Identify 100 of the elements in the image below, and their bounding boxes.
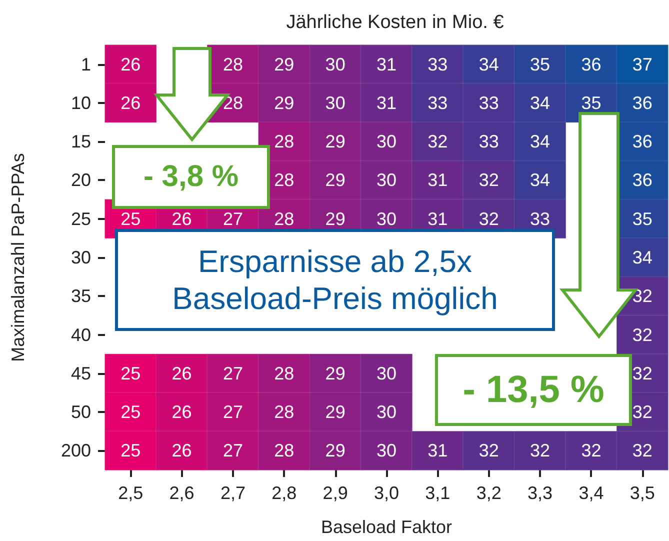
data-label: 27 xyxy=(222,402,243,422)
data-label: 28 xyxy=(274,402,294,422)
y-tick-label: 1 xyxy=(80,54,91,74)
data-label: 34 xyxy=(478,54,499,74)
data-label: 33 xyxy=(428,92,448,113)
data-label: 29 xyxy=(325,363,346,384)
data-label: 32 xyxy=(632,363,652,384)
data-label: 32 xyxy=(478,170,499,190)
data-label: 37 xyxy=(632,54,652,74)
data-label: 26 xyxy=(172,363,192,384)
data-label: 26 xyxy=(172,440,192,461)
data-label: 34 xyxy=(530,132,550,152)
y-tick-label: 10 xyxy=(70,92,91,113)
data-label: 28 xyxy=(222,54,243,74)
data-label: 25 xyxy=(120,440,141,461)
data-label: 27 xyxy=(222,208,243,229)
data-label: 26 xyxy=(120,92,141,113)
data-label: 30 xyxy=(376,440,397,461)
data-label: 29 xyxy=(325,132,346,152)
data-label: 31 xyxy=(428,440,448,461)
y-tick-label: 25 xyxy=(70,208,91,229)
data-label: 28 xyxy=(274,170,294,190)
data-label: 36 xyxy=(632,92,652,113)
x-tick-label: 3,1 xyxy=(425,483,450,503)
data-label: 35 xyxy=(632,208,652,229)
data-label: 32 xyxy=(581,440,602,461)
data-label: 29 xyxy=(274,92,294,113)
data-label: 30 xyxy=(376,402,397,422)
data-label: 36 xyxy=(581,54,602,74)
data-label: 26 xyxy=(172,402,192,422)
y-axis-title: Maximalanzahl PaP-PPAs xyxy=(8,153,28,362)
data-label: 28 xyxy=(274,440,294,461)
x-tick-label: 3,3 xyxy=(528,483,553,503)
data-label: 33 xyxy=(530,208,550,229)
data-label: 32 xyxy=(478,440,499,461)
annotation: - 13,5 % xyxy=(462,368,604,412)
data-label: 32 xyxy=(632,324,652,345)
data-label: 29 xyxy=(274,54,294,74)
x-tick-label: 3,2 xyxy=(476,483,502,503)
x-tick-label: 2,5 xyxy=(118,483,144,503)
data-label: 31 xyxy=(376,92,397,113)
x-tick-label: 2,7 xyxy=(220,483,246,503)
x-tick-label: 3,4 xyxy=(578,483,604,503)
y-tick-label: 45 xyxy=(70,363,91,384)
data-label: 26 xyxy=(120,54,141,74)
data-label: 29 xyxy=(325,170,346,190)
y-tick-label: 15 xyxy=(70,132,91,152)
data-label: 33 xyxy=(478,92,499,113)
data-label: 28 xyxy=(274,208,294,229)
data-label: 33 xyxy=(428,54,448,74)
data-label: 27 xyxy=(222,363,243,384)
data-label: 32 xyxy=(478,208,499,229)
text-box: - 3,8 % xyxy=(112,145,270,209)
data-label: 35 xyxy=(530,54,550,74)
data-label: 36 xyxy=(632,132,652,152)
data-label: 33 xyxy=(478,132,499,152)
data-label: 32 xyxy=(428,132,448,152)
data-label: 34 xyxy=(632,248,652,268)
data-label: 29 xyxy=(325,208,346,229)
y-tick-label: 35 xyxy=(70,286,91,306)
text-box: Ersparnisse ab 2,5x Baseload-Preis möglich xyxy=(115,229,555,331)
data-label: 29 xyxy=(325,402,346,422)
data-label: 30 xyxy=(376,208,397,229)
x-tick-label: 2,8 xyxy=(272,483,297,503)
text-box: - 13,5 % xyxy=(435,354,632,426)
data-label: 26 xyxy=(172,208,192,229)
y-tick-label: 50 xyxy=(70,402,91,422)
x-tick-label: 3,0 xyxy=(374,483,400,503)
data-label: 25 xyxy=(120,363,141,384)
data-label: 35 xyxy=(581,92,602,113)
y-tick-label: 40 xyxy=(70,324,91,345)
data-label: 30 xyxy=(376,363,397,384)
data-label: 34 xyxy=(530,170,550,190)
data-label: 36 xyxy=(632,170,652,190)
data-label: 32 xyxy=(530,440,550,461)
x-tick-label: 2,9 xyxy=(322,483,348,503)
data-label: 31 xyxy=(428,208,448,229)
data-label: 30 xyxy=(376,170,397,190)
x-tick-label: 3,5 xyxy=(630,483,655,503)
data-label: 27 xyxy=(222,440,243,461)
data-label: 28 xyxy=(274,363,294,384)
annotation: Ersparnisse ab 2,5x Baseload-Preis möglich xyxy=(171,242,499,318)
data-label: 28 xyxy=(274,132,294,152)
data-label: 30 xyxy=(325,92,346,113)
data-label: 29 xyxy=(325,440,346,461)
y-tick-label: 30 xyxy=(70,248,91,268)
x-tick-label: 2,6 xyxy=(169,483,194,503)
data-label: 30 xyxy=(376,132,397,152)
chart-title: Jährliche Kosten in Mio. € xyxy=(286,12,504,33)
data-label: 25 xyxy=(120,402,141,422)
data-label: 25 xyxy=(120,208,141,229)
data-label: 30 xyxy=(325,54,346,74)
annotation: - 3,8 % xyxy=(143,160,239,194)
data-label: 31 xyxy=(428,170,448,190)
y-tick-label: 20 xyxy=(70,170,91,190)
y-tick-label: 200 xyxy=(60,440,91,461)
data-label: 34 xyxy=(530,92,550,113)
data-label: 32 xyxy=(632,402,652,422)
data-label: 32 xyxy=(632,440,652,461)
x-axis-title: Baseload Faktor xyxy=(320,517,452,537)
